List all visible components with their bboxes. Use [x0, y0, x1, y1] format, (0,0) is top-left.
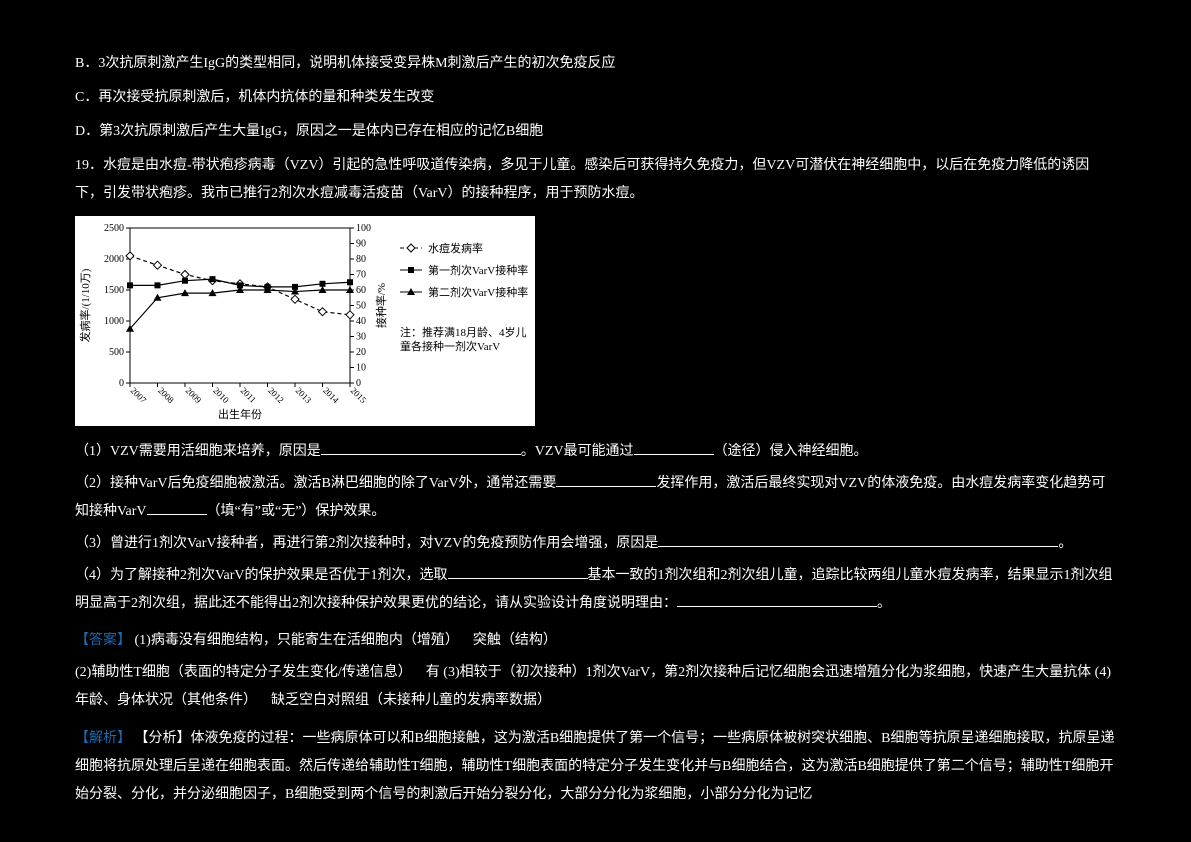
blank — [634, 442, 714, 455]
q2-text-c: （填“有”或“无”）保护效果。 — [207, 504, 386, 519]
analysis-text: 【分析】体液免疫的过程：一些病原体可以和B细胞接触，这为激活B细胞提供了第一个信… — [75, 731, 1115, 802]
blank — [858, 534, 1058, 547]
answer-1: (1)病毒没有细胞结构，只能寄生在活细胞内（增殖） 突触（结构） — [135, 633, 557, 648]
option-d: D．第3次抗原刺激后产生大量IgG，原因之一是体内已存在相应的记忆B细胞 — [75, 118, 1116, 146]
svg-text:60: 60 — [356, 285, 366, 296]
question-3: （3）曾进行1剂次VarV接种者，再进行第2剂次接种时，对VZV的免疫预防作用会… — [75, 530, 1116, 558]
svg-text:接种率/%: 接种率/% — [374, 283, 388, 328]
answers: 【答案】 (1)病毒没有细胞结构，只能寄生在活细胞内（增殖） 突触（结构） (2… — [75, 628, 1116, 715]
svg-text:第二剂次VarV接种率: 第二剂次VarV接种率 — [428, 285, 528, 299]
answer-2: (2)辅助性T细胞（表面的特定分子发生变化/传递信息） 有 — [75, 665, 443, 680]
svg-text:注：推荐满18月龄、4岁儿: 注：推荐满18月龄、4岁儿 — [400, 325, 527, 339]
svg-text:50: 50 — [356, 301, 366, 312]
svg-text:2009: 2009 — [184, 385, 204, 405]
svg-text:500: 500 — [109, 347, 124, 358]
blank — [556, 474, 656, 487]
svg-text:2010: 2010 — [211, 385, 231, 405]
svg-text:100: 100 — [356, 223, 371, 234]
svg-text:2011: 2011 — [239, 385, 259, 405]
blank — [658, 534, 858, 547]
svg-text:70: 70 — [356, 270, 366, 281]
svg-text:20: 20 — [356, 347, 366, 358]
svg-text:第一剂次VarV接种率: 第一剂次VarV接种率 — [428, 263, 528, 277]
option-c: C．再次接受抗原刺激后，机体内抗体的量和种类发生改变 — [75, 84, 1116, 112]
svg-text:30: 30 — [356, 332, 366, 343]
svg-text:2015: 2015 — [349, 385, 369, 405]
svg-text:40: 40 — [356, 316, 366, 327]
svg-text:10: 10 — [356, 363, 366, 374]
question-19-stem: 19．水痘是由水痘-带状疱疹病毒（VZV）引起的急性呼吸道传染病，多见于儿童。感… — [75, 152, 1116, 208]
option-b: B．3次抗原刺激产生IgG的类型相同，说明机体接受变异株M刺激后产生的初次免疫反… — [75, 50, 1116, 78]
svg-text:2014: 2014 — [321, 385, 341, 405]
svg-text:2007: 2007 — [129, 385, 149, 405]
q1-text-a: （1）VZV需要用活细胞来培养，原因是 — [75, 444, 321, 459]
svg-text:水痘发病率: 水痘发病率 — [428, 241, 483, 255]
svg-text:出生年份: 出生年份 — [218, 407, 262, 421]
blank — [321, 442, 521, 455]
svg-text:2008: 2008 — [156, 385, 176, 405]
document-body: B．3次抗原刺激产生IgG的类型相同，说明机体接受变异株M刺激后产生的初次免疫反… — [0, 0, 1191, 809]
svg-text:2012: 2012 — [266, 385, 286, 405]
blank — [677, 594, 877, 607]
blank — [147, 502, 207, 515]
question-2: （2）接种VarV后免疫细胞被激活。激活B淋巴细胞的除了VarV外，通常还需要发… — [75, 470, 1116, 526]
svg-text:发病率/(1/10万): 发病率/(1/10万) — [78, 268, 92, 342]
answer-3: (3)相较于（初次接种）1剂次VarV，第2剂次接种后记忆细胞会迅速增殖分化为浆… — [443, 665, 1091, 680]
question-4: （4）为了解接种2剂次VarV的保护效果是否优于1剂次，选取基本一致的1剂次组和… — [75, 562, 1116, 618]
svg-text:2013: 2013 — [294, 385, 314, 405]
svg-text:2000: 2000 — [104, 254, 124, 265]
svg-text:1000: 1000 — [104, 316, 124, 327]
svg-text:1500: 1500 — [104, 285, 124, 296]
q3-text-b: 。 — [1058, 536, 1072, 551]
analysis: 【解析】 【分析】体液免疫的过程：一些病原体可以和B细胞接触，这为激活B细胞提供… — [75, 725, 1116, 809]
vaccination-chart: 0500100015002000250001020304050607080901… — [75, 216, 535, 426]
blank — [448, 566, 588, 579]
answer-label: 【答案】 — [75, 633, 131, 648]
svg-text:90: 90 — [356, 239, 366, 250]
svg-text:0: 0 — [119, 378, 124, 389]
q3-text-a: （3）曾进行1剂次VarV接种者，再进行第2剂次接种时，对VZV的免疫预防作用会… — [75, 536, 658, 551]
analysis-label: 【解析】 — [75, 731, 131, 746]
question-1: （1）VZV需要用活细胞来培养，原因是 。VZV最可能通过 （途径）侵入神经细胞。 — [75, 438, 1116, 466]
q2-text-a: （2）接种VarV后免疫细胞被激活。激活B淋巴细胞的除了VarV外，通常还需要 — [75, 476, 556, 491]
svg-text:2500: 2500 — [104, 223, 124, 234]
q4-text-a: （4）为了解接种2剂次VarV的保护效果是否优于1剂次，选取 — [75, 568, 448, 583]
q1-text-b: 。VZV最可能通过 — [521, 444, 634, 459]
q1-text-c: （途径）侵入神经细胞。 — [714, 444, 868, 459]
svg-text:童各接种一剂次VarV: 童各接种一剂次VarV — [400, 339, 500, 353]
q4-text-c: 。 — [877, 596, 891, 611]
svg-text:80: 80 — [356, 254, 366, 265]
